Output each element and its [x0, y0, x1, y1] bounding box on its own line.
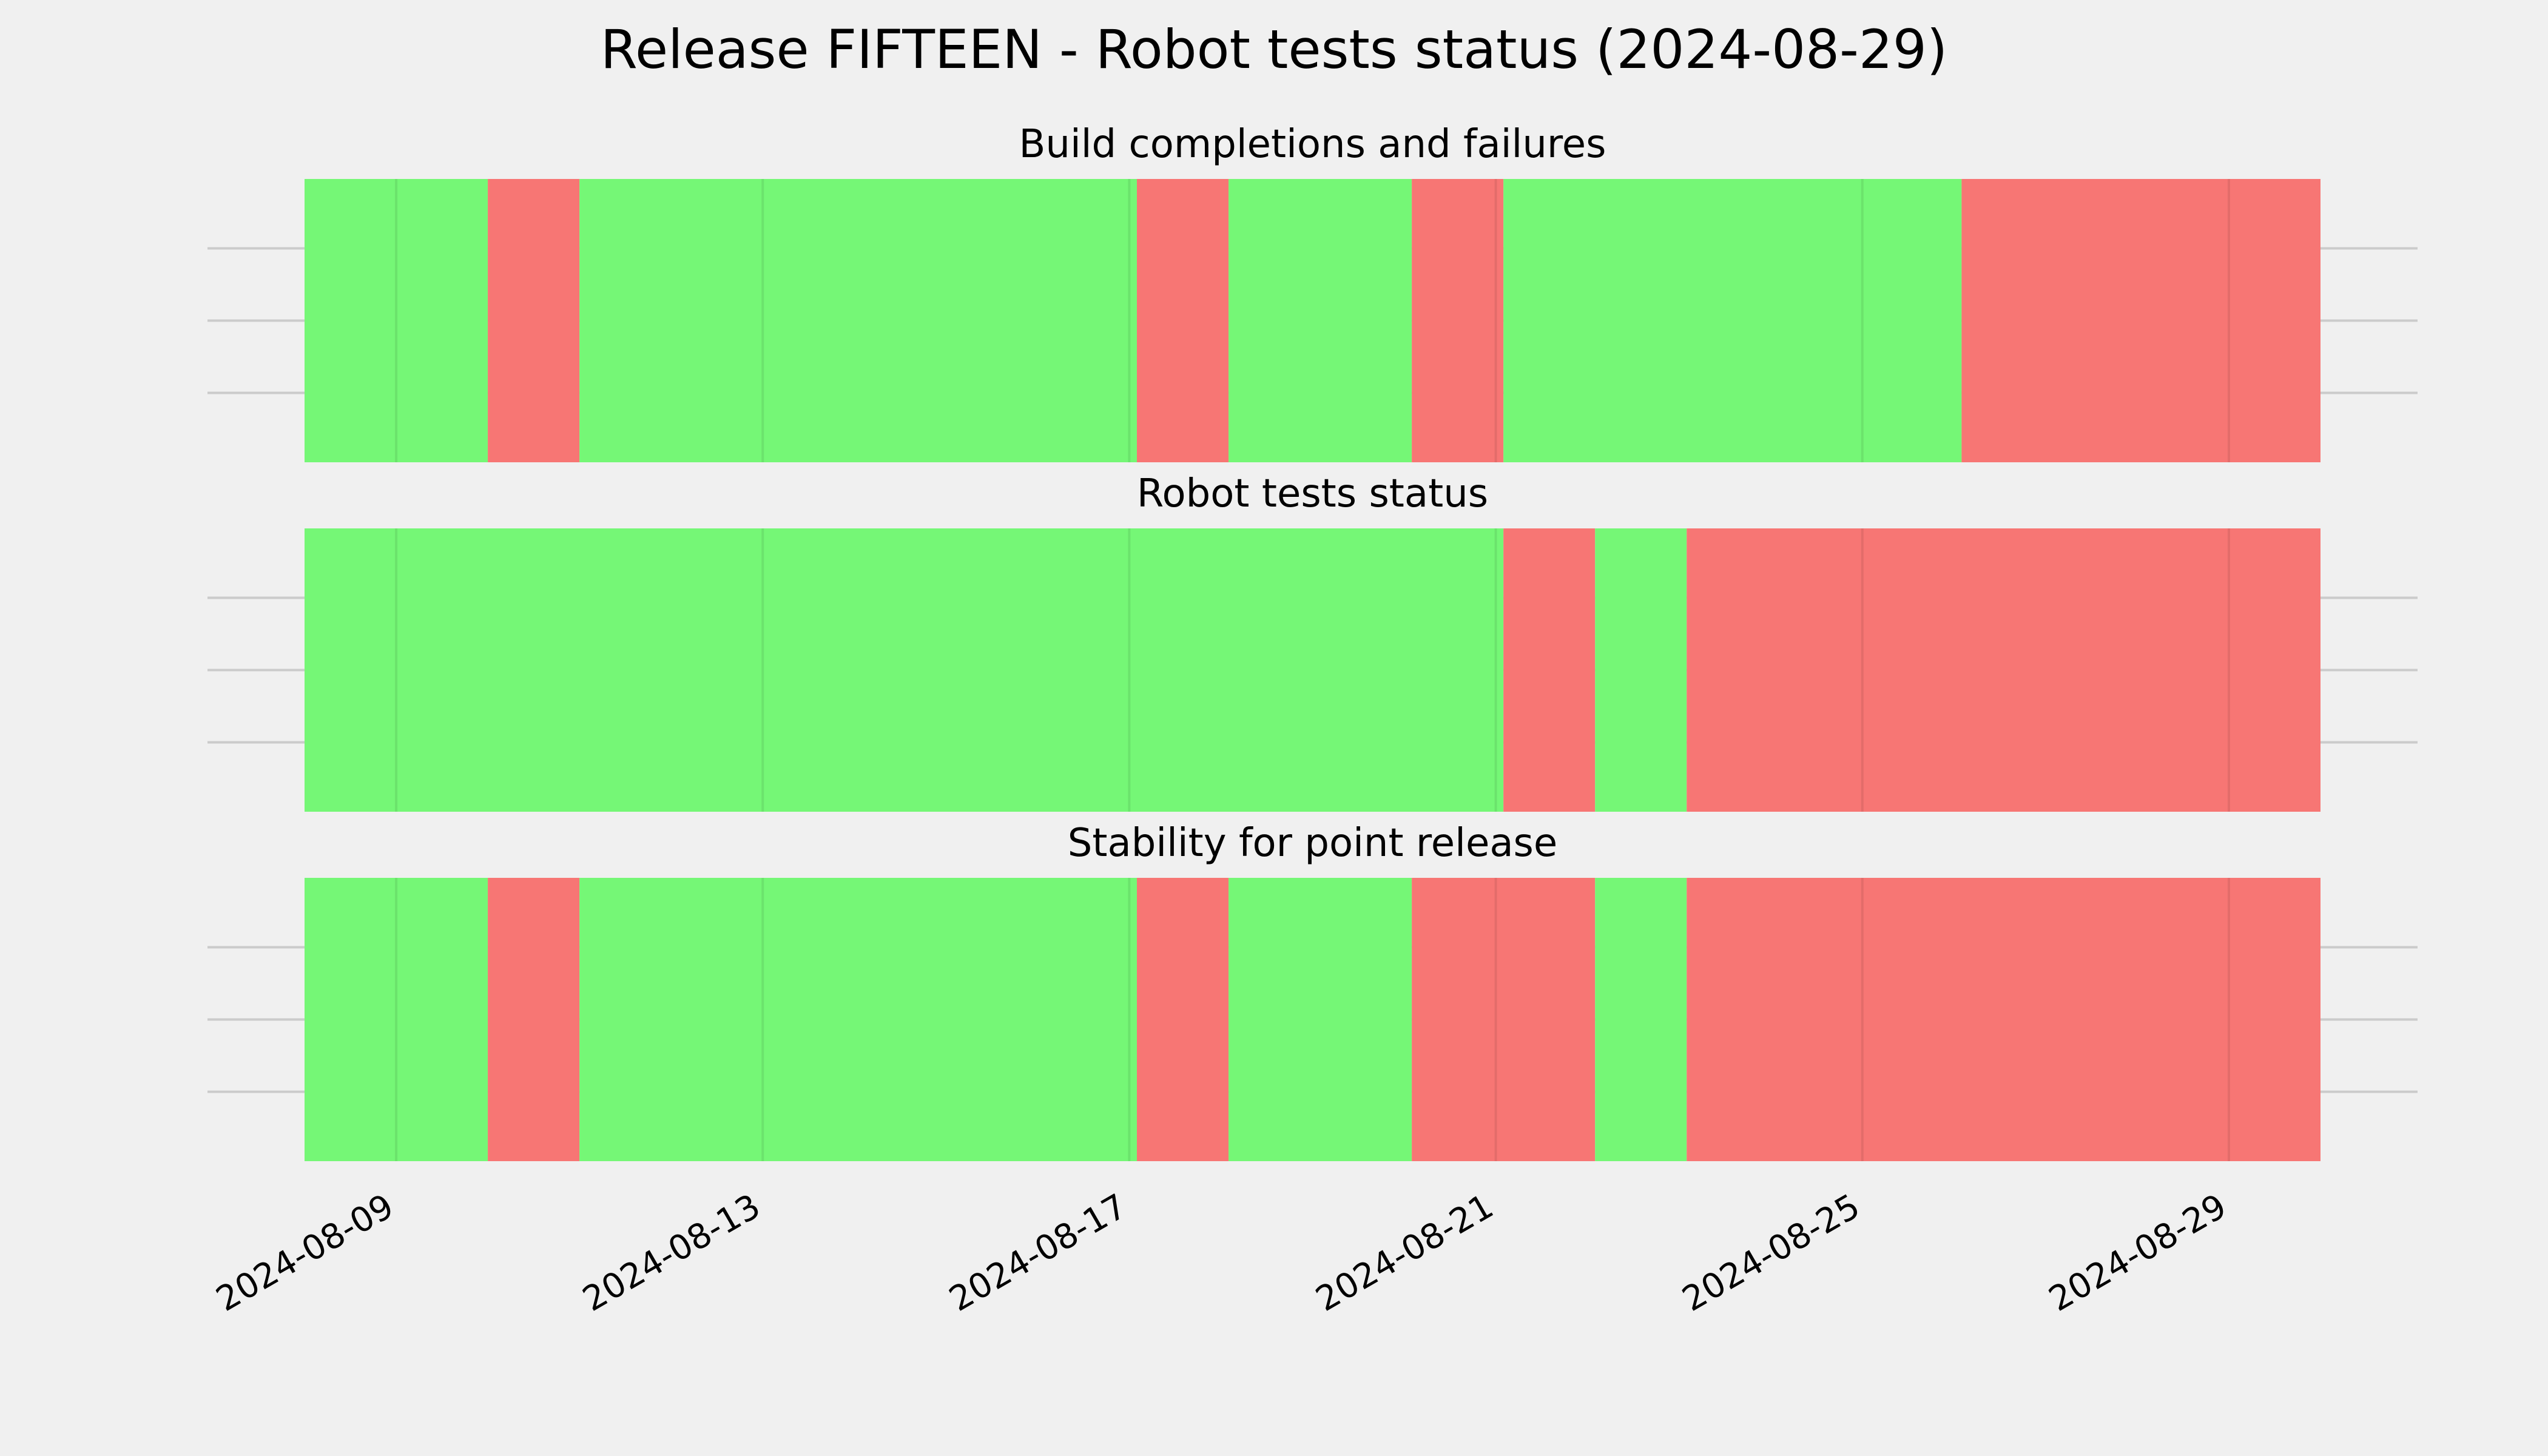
panel-3-failure-segment-8: [1687, 878, 2320, 1161]
panel-2-failure-segment-4: [1687, 528, 2320, 812]
panel-2: Robot tests status: [207, 471, 2418, 812]
panel-1-failure-segment-8: [1961, 179, 2320, 462]
panel-1-success-segment-7: [1503, 179, 1962, 462]
panel-3-success-segment-7: [1595, 878, 1687, 1161]
panel-2-success-segment-1: [305, 528, 1504, 812]
panel-1-success-segment-3: [579, 179, 1137, 462]
panel-3-title: Stability for point release: [1068, 821, 1558, 866]
panel-3: Stability for point release: [207, 821, 2418, 1161]
panel-1-failure-segment-6: [1412, 179, 1504, 462]
panel-3-success-segment-5: [1228, 878, 1412, 1161]
chart-panels: Build completions and failures Robot test…: [207, 122, 2418, 1161]
panel-1-title: Build completions and failures: [1019, 122, 1606, 167]
panel-3-success-segment-3: [579, 878, 1137, 1161]
panel-1-failure-segment-4: [1136, 179, 1229, 462]
panel-2-failure-segment-2: [1503, 528, 1596, 812]
panel-3-failure-segment-4: [1136, 878, 1229, 1161]
panel-2-success-segment-3: [1595, 528, 1687, 812]
panel-1-success-segment-1: [305, 179, 488, 462]
panel-1: Build completions and failures: [207, 122, 2418, 462]
panel-2-title: Robot tests status: [1137, 471, 1488, 516]
panel-3-failure-segment-2: [488, 878, 580, 1161]
figure-title: Release FIFTEEN - Robot tests status (20…: [601, 18, 1947, 81]
panel-3-success-segment-1: [305, 878, 488, 1161]
panel-1-success-segment-5: [1228, 179, 1412, 462]
panel-3-failure-segment-6: [1412, 878, 1596, 1161]
panel-1-failure-segment-2: [488, 179, 580, 462]
